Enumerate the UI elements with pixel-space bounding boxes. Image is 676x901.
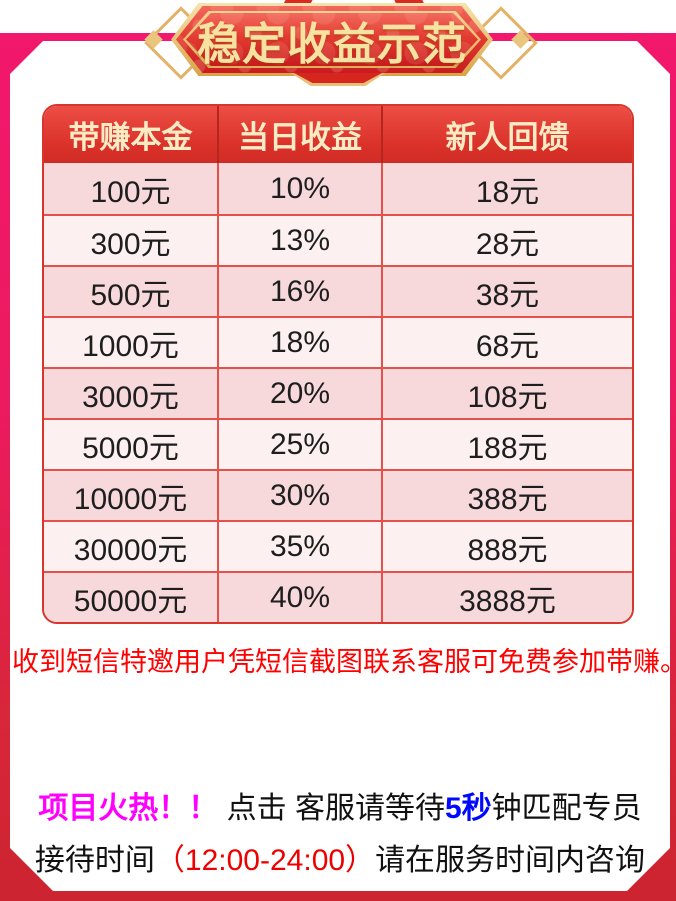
table-row: 500元 16% 38元 — [44, 265, 632, 316]
table-cell: 16% — [217, 267, 381, 316]
table-cell: 100元 — [90, 175, 171, 209]
table-cell: 5000元 — [82, 431, 179, 465]
table-cell: 50000元 — [73, 584, 188, 618]
table-row: 100元 10% 18元 — [44, 163, 632, 214]
table-cell: 108元 — [381, 369, 632, 418]
column-header-principal: 带赚本金 — [68, 120, 193, 155]
table-row: 30000元 35% 888元 — [44, 520, 632, 571]
table-header-row: 带赚本金 当日收益 新人回馈 — [44, 106, 632, 163]
column-header-newcomer-reward: 新人回馈 — [381, 106, 632, 163]
table-cell: 18元 — [381, 163, 632, 214]
footer-line-1: 项目火热！！ 点击 客服请等待5秒钟匹配专员 — [12, 783, 668, 835]
table-cell: 3888元 — [381, 573, 632, 622]
service-hours-note: 请在服务时间内咨询 — [375, 844, 646, 877]
footer-line-2: 接待时间（12:00-24:00）请在服务时间内咨询 — [12, 835, 668, 887]
footer-line1-mid: 点击 客服请等待 — [218, 792, 445, 825]
table-row: 10000元 30% 388元 — [44, 469, 632, 520]
table-body: 100元 10% 18元 300元 13% 28元 500元 16% 38元 1000元 18% 68… — [44, 163, 632, 622]
table-cell: 300元 — [90, 227, 171, 261]
table-row: 5000元 25% 188元 — [44, 418, 632, 469]
table-cell: 10000元 — [73, 482, 188, 516]
table-cell: 40% — [217, 573, 381, 622]
table-cell: 18% — [217, 318, 381, 367]
table-row: 3000元 20% 108元 — [44, 367, 632, 418]
banner-hexagon-red-inner — [186, 13, 478, 66]
table-cell: 35% — [217, 522, 381, 571]
table-cell: 13% — [217, 216, 381, 265]
income-table: 带赚本金 当日收益 新人回馈 100元 10% 18元 300元 13% 28元 500元 1… — [42, 104, 634, 624]
table-cell: 20% — [217, 369, 381, 418]
table-cell: 30% — [217, 471, 381, 520]
table-cell: 1000元 — [82, 329, 179, 363]
table-cell: 28元 — [381, 216, 632, 265]
banner-tab — [294, 73, 382, 83]
footer-text: 项目火热！！ 点击 客服请等待5秒钟匹配专员 接待时间（12:00-24:00）… — [12, 783, 668, 887]
footer-line1-tail: 钟匹配专员 — [491, 792, 642, 825]
table-cell: 25% — [217, 420, 381, 469]
table-cell: 888元 — [381, 522, 632, 571]
table-cell: 500元 — [90, 278, 171, 312]
table-row: 300元 13% 28元 — [44, 214, 632, 265]
table-row: 50000元 40% 3888元 — [44, 571, 632, 622]
notice-text: 收到短信特邀用户凭短信截图联系客服可免费参加带赚。 — [12, 647, 676, 677]
service-hours-label: 接待时间 — [34, 844, 155, 877]
service-hours-time: （12:00-24:00） — [154, 844, 376, 877]
table-cell: 68元 — [381, 318, 632, 367]
table-cell: 10% — [217, 163, 381, 214]
table-cell: 38元 — [381, 267, 632, 316]
banner-title: 稳定收益示范 — [197, 19, 467, 69]
table-cell: 388元 — [381, 471, 632, 520]
table-cell: 3000元 — [82, 380, 179, 414]
table-row: 1000元 18% 68元 — [44, 316, 632, 367]
table-cell: 30000元 — [73, 533, 188, 567]
table-cell: 188元 — [381, 420, 632, 469]
seconds-highlight: 5秒 — [444, 792, 492, 825]
column-header-daily-income: 当日收益 — [217, 106, 381, 163]
banner: 稳定收益示范 — [144, 0, 538, 92]
project-hot-label: 项目火热！！ — [38, 792, 219, 825]
